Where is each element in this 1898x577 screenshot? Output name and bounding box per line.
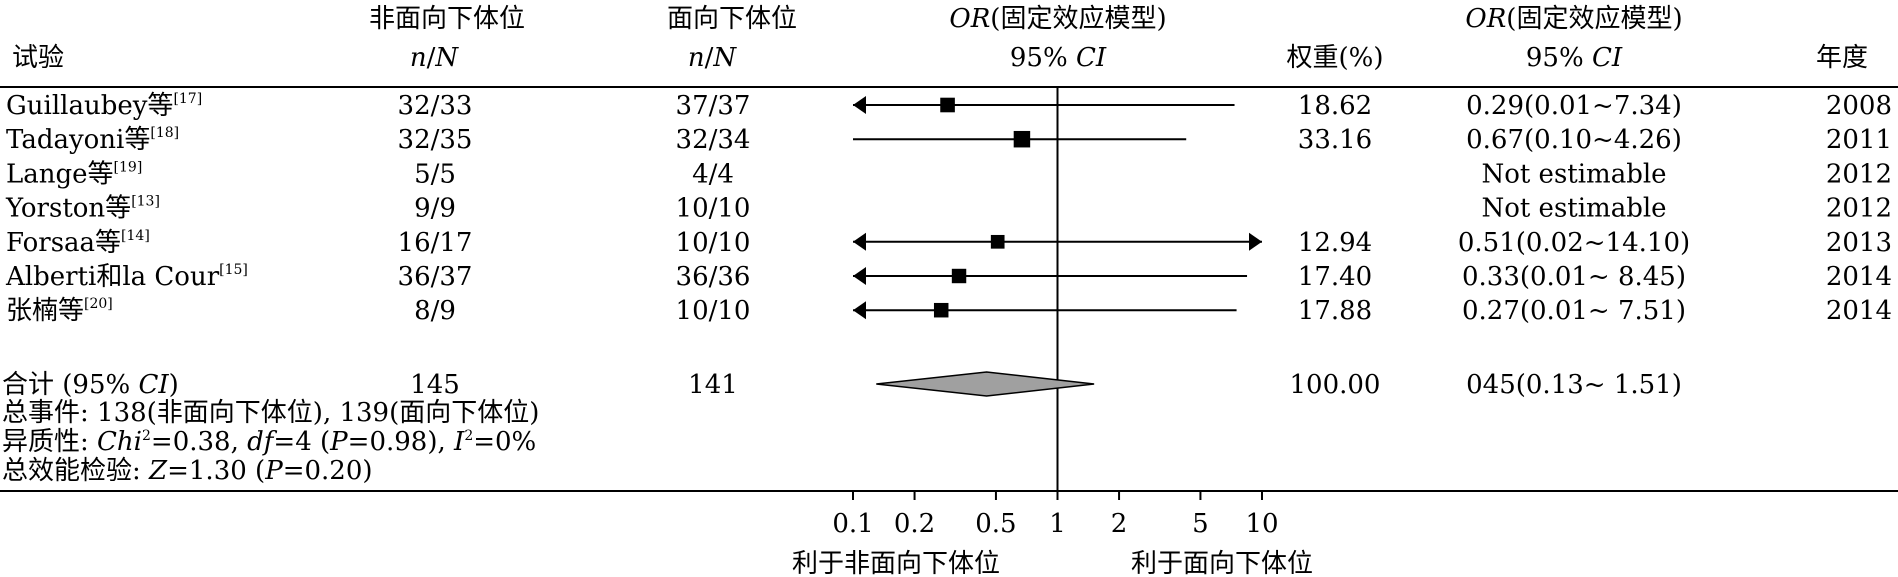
total-nonfacedown: 145: [410, 370, 460, 400]
total-or-text: 045(0.13~ 1.51): [1466, 370, 1682, 400]
study-nonfacedown-count: 9/9: [414, 194, 456, 224]
study-facedown-count: 4/4: [692, 159, 734, 189]
study-rows: Guillaubey等[17] 32/33 37/37 18.62 0.29(0.01~…: [5, 91, 1892, 326]
ci-arrow-left: [853, 267, 866, 285]
study-facedown-count: 10/10: [676, 296, 751, 326]
x-tick-label: 0.1: [832, 509, 873, 539]
header-trial: 试验: [12, 43, 64, 73]
study-point-estimate: [990, 234, 1005, 249]
study-or-text: 0.29(0.01~7.34): [1466, 91, 1682, 121]
note-heterogeneity: 异质性: Chi2=0.38, df=4 (P=0.98), I2=0%: [2, 427, 536, 457]
study-facedown-count: 32/34: [676, 125, 751, 155]
study-year: 2008: [1826, 91, 1892, 121]
x-tick-label: 2: [1111, 509, 1128, 539]
study-facedown-count: 10/10: [676, 228, 751, 258]
study-year: 2013: [1826, 228, 1892, 258]
study-name: 张楠等[20]: [6, 296, 113, 326]
study-name: Guillaubey等[17]: [6, 91, 202, 121]
pooled-diamond: [876, 371, 1095, 397]
study-year: 2014: [1826, 296, 1892, 326]
study-nonfacedown-count: 32/35: [398, 125, 473, 155]
study-name: Yorston等[13]: [5, 194, 160, 224]
header-nN-nonfacedown: n/N: [410, 43, 460, 73]
study-year: 2012: [1826, 159, 1892, 189]
ci-arrow-left: [853, 232, 866, 251]
total-weight: 100.00: [1290, 370, 1381, 400]
study-facedown-count: 10/10: [676, 194, 751, 224]
note-events: 总事件: 138(非面向下体位), 139(面向下体位): [2, 398, 539, 428]
study-nonfacedown-count: 8/9: [414, 296, 456, 326]
study-year: 2014: [1826, 262, 1892, 292]
header-ci-plot: 95% CI: [1010, 43, 1107, 73]
study-name: Alberti和la Cour[15]: [5, 262, 248, 292]
total-label: 合计 (95% CI): [2, 370, 179, 400]
ci-arrow-right: [1249, 232, 1262, 251]
study-year: 2011: [1826, 125, 1892, 155]
header-nN-facedown: n/N: [688, 43, 738, 73]
header-group-facedown: 面向下体位: [667, 4, 797, 34]
ci-arrow-left: [853, 96, 866, 114]
study-year: 2012: [1826, 194, 1892, 224]
study-or-text: Not estimable: [1481, 159, 1666, 189]
study-name: Tadayoni等[18]: [6, 125, 179, 155]
study-point-estimate: [1013, 130, 1031, 148]
study-point-estimate: [940, 97, 955, 113]
ci-arrow-left: [853, 301, 866, 320]
study-or-text: Not estimable: [1481, 194, 1666, 224]
study-weight: 18.62: [1298, 91, 1372, 121]
study-weight: 17.40: [1298, 262, 1372, 292]
x-tick-label: 0.2: [894, 509, 935, 539]
favours-left-label: 利于非面向下体位: [792, 549, 1000, 577]
study-point-estimate: [951, 268, 967, 284]
study-facedown-count: 36/36: [676, 262, 751, 292]
study-nonfacedown-count: 32/33: [398, 91, 473, 121]
favours-right-label: 利于面向下体位: [1131, 549, 1313, 577]
study-or-text: 0.33(0.01~ 8.45): [1462, 262, 1686, 292]
study-or-text: 0.27(0.01~ 7.51): [1462, 296, 1686, 326]
header-weight: 权重(%): [1287, 43, 1384, 73]
study-or-text: 0.67(0.10~4.26): [1466, 125, 1682, 155]
x-tick-label: 10: [1245, 509, 1278, 539]
study-facedown-count: 37/37: [676, 91, 751, 121]
header-ci-text: 95% CI: [1526, 43, 1623, 73]
study-nonfacedown-count: 36/37: [398, 262, 473, 292]
study-nonfacedown-count: 16/17: [398, 228, 473, 258]
confidence-intervals: [853, 96, 1262, 397]
study-weight: 12.94: [1298, 228, 1372, 258]
header-or-plot: OR(固定效应模型): [949, 4, 1166, 34]
x-tick-label: 1: [1049, 509, 1066, 539]
study-name: Forsaa等[14]: [6, 228, 150, 258]
study-name: Lange等[19]: [6, 159, 142, 189]
study-point-estimate: [933, 302, 949, 318]
x-tick-label: 0.5: [975, 509, 1016, 539]
header-group-nonfacedown: 非面向下体位: [369, 4, 525, 34]
header-year: 年度: [1816, 43, 1868, 73]
study-or-text: 0.51(0.02~14.10): [1458, 228, 1690, 258]
header-or-text: OR(固定效应模型): [1465, 4, 1682, 34]
study-weight: 33.16: [1298, 125, 1372, 155]
study-weight: 17.88: [1298, 296, 1372, 326]
total-facedown: 141: [688, 370, 738, 400]
x-tick-label: 5: [1192, 509, 1209, 539]
study-nonfacedown-count: 5/5: [414, 159, 456, 189]
note-overall-effect: 总效能检验: Z=1.30 (P=0.20): [2, 456, 373, 486]
x-axis: 0.1 0.2 0.5 1 2 5 10: [832, 87, 1279, 539]
